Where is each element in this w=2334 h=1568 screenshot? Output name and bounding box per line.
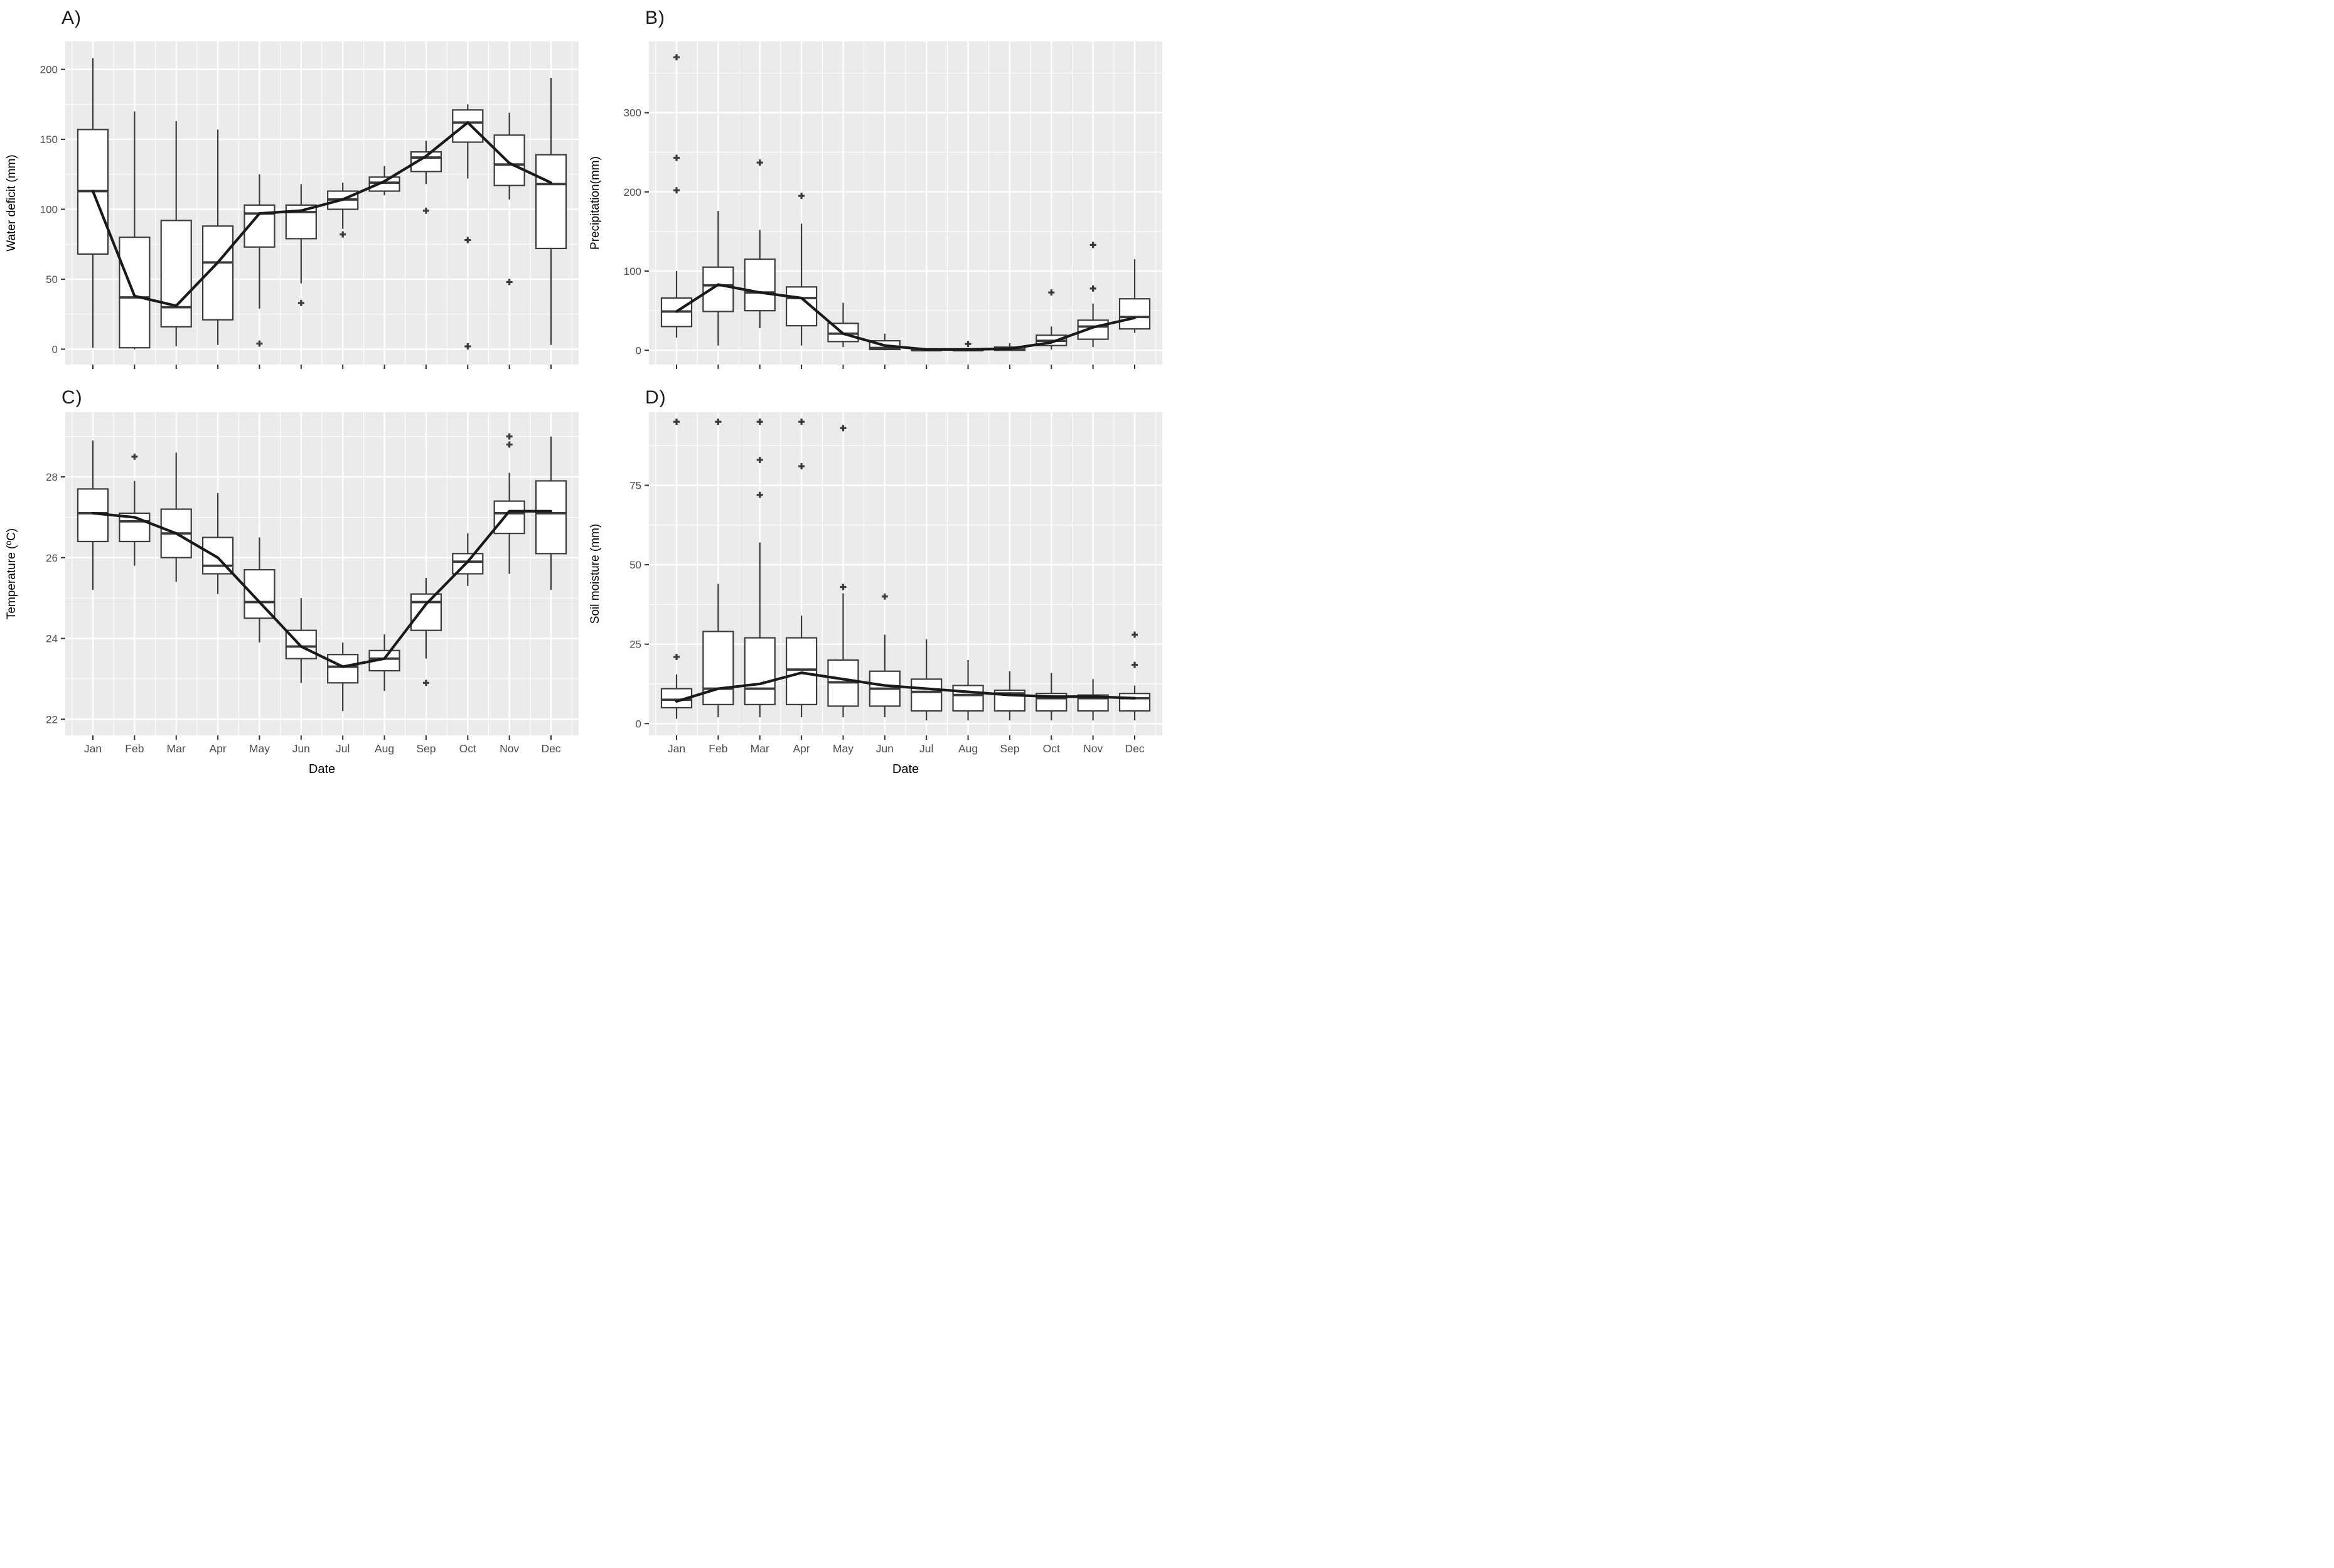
x-tick-label: Jan xyxy=(84,742,102,755)
mean-trend-line xyxy=(91,121,553,307)
y-tick-label: 0 xyxy=(636,718,641,730)
x-tick-label: Jul xyxy=(336,742,350,755)
y-tick-label: 50 xyxy=(46,274,58,285)
box-iqr xyxy=(1118,693,1151,712)
y-tick-label: 22 xyxy=(46,713,58,725)
box-iqr xyxy=(785,637,818,705)
x-tick-label: Dec xyxy=(1125,742,1144,755)
x-tick-label: Nov xyxy=(500,742,519,755)
x-axis-title: Date xyxy=(892,762,919,776)
panel-c-title: C) xyxy=(62,387,83,408)
panel-soil-moisture: D) 0 25 50 75 Jan Feb Mar Apr May Jun Jul Aug Sep Oct… xyxy=(584,386,1167,784)
box-iqr xyxy=(702,631,734,705)
y-tick-label: 200 xyxy=(40,64,58,76)
boxplot-water-deficit: 0 50 100 150 200 Water deficit (mm) xyxy=(5,41,579,369)
x-tick-label: Oct xyxy=(459,742,476,755)
mean-trend-line xyxy=(91,509,553,668)
box-iqr xyxy=(160,220,192,328)
boxplot-precipitation: 0 100 200 300 Precipitation(mm) xyxy=(589,41,1162,369)
y-tick-label: 24 xyxy=(46,633,58,645)
box-iqr xyxy=(1118,298,1151,330)
x-tick-label: Jun xyxy=(876,742,894,755)
x-tick-label: Jun xyxy=(292,742,310,755)
panel-precipitation: B) 0 100 200 300 Precipitation(mm) xyxy=(584,0,1167,386)
x-tick-label: Jul xyxy=(919,742,933,755)
x-tick-label: Dec xyxy=(541,742,560,755)
x-tick-label: Mar xyxy=(167,742,186,755)
box-iqr xyxy=(744,637,776,705)
y-tick-label: 50 xyxy=(629,559,641,571)
panel-a-title: A) xyxy=(62,8,82,28)
box-iqr xyxy=(244,568,276,619)
panel-water-deficit: A) 0 50 100 150 200 Water deficit (mm) xyxy=(0,0,584,386)
box-iqr xyxy=(702,266,734,312)
y-axis-title: Water deficit (mm) xyxy=(5,154,18,251)
box-iqr xyxy=(368,176,400,192)
y-tick-label: 25 xyxy=(629,639,641,651)
y-tick-label: 28 xyxy=(46,471,58,483)
y-tick-label: 100 xyxy=(624,265,641,277)
y-axis-title: Precipitation(mm) xyxy=(589,156,602,250)
x-tick-label: Feb xyxy=(709,742,727,755)
panel-b-title: B) xyxy=(645,8,665,28)
box-iqr xyxy=(952,685,984,712)
box-iqr xyxy=(493,134,525,186)
y-tick-label: 200 xyxy=(624,186,641,198)
y-axis-title: Temperature (ºC) xyxy=(5,528,18,619)
y-tick-label: 26 xyxy=(46,552,58,564)
y-tick-label: 100 xyxy=(40,204,58,216)
x-tick-label: Apr xyxy=(209,742,226,755)
chart-grid: A) 0 50 100 150 200 Water deficit (mm) B) 0 10… xyxy=(0,0,1167,784)
x-tick-label: Apr xyxy=(793,742,810,755)
box-iqr xyxy=(911,678,943,712)
x-tick-label: Feb xyxy=(125,742,144,755)
box-iqr xyxy=(119,512,151,543)
boxplot-temperature: 22 24 26 28 Jan Feb Mar Apr May Jun Jul Aug Sep Oct No… xyxy=(5,412,579,776)
mean-trend-line xyxy=(675,671,1137,703)
box-iqr xyxy=(77,488,109,543)
x-tick-label: Mar xyxy=(751,742,769,755)
x-tick-label: May xyxy=(249,742,270,755)
x-tick-label: Aug xyxy=(375,742,394,755)
box-iqr xyxy=(410,593,442,631)
panel-d-title: D) xyxy=(645,387,666,408)
x-tick-label: Sep xyxy=(416,742,436,755)
y-tick-label: 0 xyxy=(52,343,58,355)
boxplot-soil-moisture: 0 25 50 75 Jan Feb Mar Apr May Jun Jul Aug Sep Oct Nov… xyxy=(589,412,1162,776)
box-iqr xyxy=(744,259,776,312)
y-tick-label: 300 xyxy=(624,107,641,119)
panel-temperature: C) 22 24 26 28 Jan Feb Mar Apr May Jun Jul Aug Sep Oc… xyxy=(0,386,584,784)
mean-trend-line xyxy=(675,283,1137,351)
box-iqr xyxy=(535,480,567,555)
x-axis-title: Date xyxy=(309,762,335,776)
x-tick-label: Nov xyxy=(1083,742,1103,755)
y-tick-label: 0 xyxy=(636,344,641,356)
y-tick-label: 150 xyxy=(40,134,58,146)
x-tick-label: Jan xyxy=(668,742,685,755)
box-iqr xyxy=(535,154,567,250)
y-axis-title: Soil moisture (mm) xyxy=(589,524,602,624)
box-iqr xyxy=(327,654,359,684)
box-iqr xyxy=(493,500,525,535)
x-tick-label: Aug xyxy=(958,742,978,755)
x-tick-label: May xyxy=(833,742,854,755)
y-tick-label: 75 xyxy=(629,479,641,491)
x-tick-label: Oct xyxy=(1043,742,1060,755)
x-tick-label: Sep xyxy=(1000,742,1019,755)
box-iqr xyxy=(452,109,484,143)
box-iqr xyxy=(1077,319,1109,340)
